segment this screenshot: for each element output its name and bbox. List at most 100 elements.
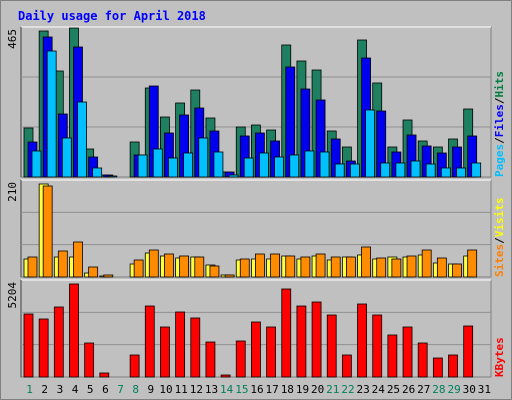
bar-pages-day-25 [395, 162, 406, 178]
day-label-8: 8 [132, 383, 139, 396]
bar-pages-day-5 [92, 167, 103, 178]
bar-kbytes-day-22 [341, 354, 352, 378]
bar-kbytes-day-6 [99, 372, 110, 378]
legend-visits-sites: Sites/Visits [493, 198, 506, 278]
bar-kbytes-day-21 [326, 314, 337, 378]
bar-pages-day-28 [440, 167, 451, 178]
bar-sites-day-27 [421, 249, 432, 278]
bar-kbytes-day-9 [144, 305, 155, 378]
bar-pages-day-17 [274, 156, 284, 178]
bar-pages-day-10 [168, 157, 178, 178]
day-label-5: 5 [87, 383, 94, 396]
bar-kbytes-day-13 [205, 341, 216, 378]
bar-kbytes-day-28 [432, 357, 443, 378]
bar-kbytes-day-10 [160, 326, 170, 378]
bar-sites-day-21 [330, 256, 341, 278]
day-label-13: 13 [205, 383, 218, 396]
bar-sites-day-8 [133, 259, 144, 278]
bar-sites-day-9 [148, 249, 159, 278]
bar-sites-day-24 [376, 257, 387, 278]
day-label-19: 19 [296, 383, 309, 396]
day-label-1: 1 [26, 383, 33, 396]
bar-sites-day-6 [103, 274, 114, 278]
day-label-15: 15 [235, 383, 248, 396]
panel-visits-sites: 210 Sites/Visits [6, 179, 506, 278]
day-label-2: 2 [41, 383, 48, 396]
day-label-23: 23 [357, 383, 370, 396]
bar-sites-day-20 [315, 253, 326, 278]
bar-pages-day-12 [198, 137, 209, 178]
bar-pages-day-3 [61, 137, 72, 178]
axis-max-label: 210 [6, 182, 19, 202]
day-label-31: 31 [478, 383, 491, 396]
bar-pages-day-4 [77, 101, 87, 178]
bar-pages-day-19 [304, 150, 315, 178]
day-label-22: 22 [341, 383, 354, 396]
bar-pages-day-2 [46, 50, 57, 178]
day-label-12: 12 [190, 383, 203, 396]
bar-pages-day-22 [349, 163, 360, 178]
bar-sites-day-28 [436, 257, 447, 278]
day-label-14: 14 [220, 383, 234, 396]
bar-sites-day-13 [209, 265, 220, 278]
day-label-26: 26 [402, 383, 415, 396]
legend-entry: / [493, 97, 506, 104]
day-label-10: 10 [159, 383, 172, 396]
bar-kbytes-day-4 [69, 283, 79, 378]
day-label-18: 18 [281, 383, 294, 396]
bar-pages-day-8 [137, 154, 148, 178]
bar-sites-day-18 [285, 255, 296, 278]
bar-sites-day-15 [239, 258, 250, 278]
bar-sites-day-14 [224, 274, 235, 278]
bar-pages-day-14 [228, 174, 239, 178]
legend-entry: Pages [493, 144, 506, 177]
day-label-30: 30 [463, 383, 476, 396]
day-label-20: 20 [311, 383, 324, 396]
legend-entry: Hits [493, 71, 506, 98]
legend-kbytes: KBytes [493, 337, 506, 377]
legend-entry: KBytes [493, 337, 506, 377]
bar-sites-day-4 [73, 241, 83, 278]
bar-pages-day-18 [289, 154, 300, 178]
day-label-7: 7 [117, 383, 124, 396]
day-label-4: 4 [72, 383, 79, 396]
bar-kbytes-day-14 [220, 374, 231, 378]
legend-entry: Files [493, 104, 506, 137]
bar-kbytes-day-2 [38, 318, 49, 378]
bar-sites-day-26 [406, 255, 417, 278]
bar-sites-day-25 [391, 258, 402, 278]
bar-kbytes-day-30 [463, 325, 474, 378]
bar-pages-day-13 [213, 151, 224, 178]
bar-kbytes-day-17 [266, 326, 276, 378]
bar-kbytes-day-23 [357, 303, 367, 378]
bar-sites-day-29 [452, 263, 462, 278]
bar-pages-day-16 [259, 152, 269, 178]
day-label-24: 24 [372, 383, 386, 396]
day-label-16: 16 [250, 383, 263, 396]
legend-entry: Sites [493, 244, 506, 277]
bar-pages-day-27 [425, 163, 436, 178]
bar-sites-day-1 [27, 256, 38, 278]
bar-sites-day-23 [361, 246, 371, 278]
day-label-29: 29 [447, 383, 460, 396]
bar-pages-day-15 [243, 157, 254, 178]
bar-pages-day-24 [380, 162, 391, 178]
day-label-9: 9 [148, 383, 155, 396]
bar-kbytes-day-27 [417, 342, 428, 378]
legend-entry: / [493, 137, 506, 144]
bar-sites-day-10 [164, 253, 174, 278]
bar-kbytes-day-19 [296, 305, 307, 378]
chart-title: Daily usage for April 2018 [18, 9, 206, 23]
day-label-28: 28 [432, 383, 445, 396]
panel-kbytes: 5204 KBytes [6, 279, 506, 378]
bar-pages-day-26 [410, 160, 421, 178]
bar-sites-day-2 [42, 185, 53, 278]
bar-pages-day-20 [319, 151, 330, 178]
bar-kbytes-day-1 [23, 313, 34, 378]
bar-kbytes-day-15 [235, 340, 246, 378]
bar-kbytes-day-29 [448, 354, 458, 378]
legend-hits-files-pages: Pages/Files/Hits [493, 71, 506, 177]
day-label-25: 25 [387, 383, 400, 396]
